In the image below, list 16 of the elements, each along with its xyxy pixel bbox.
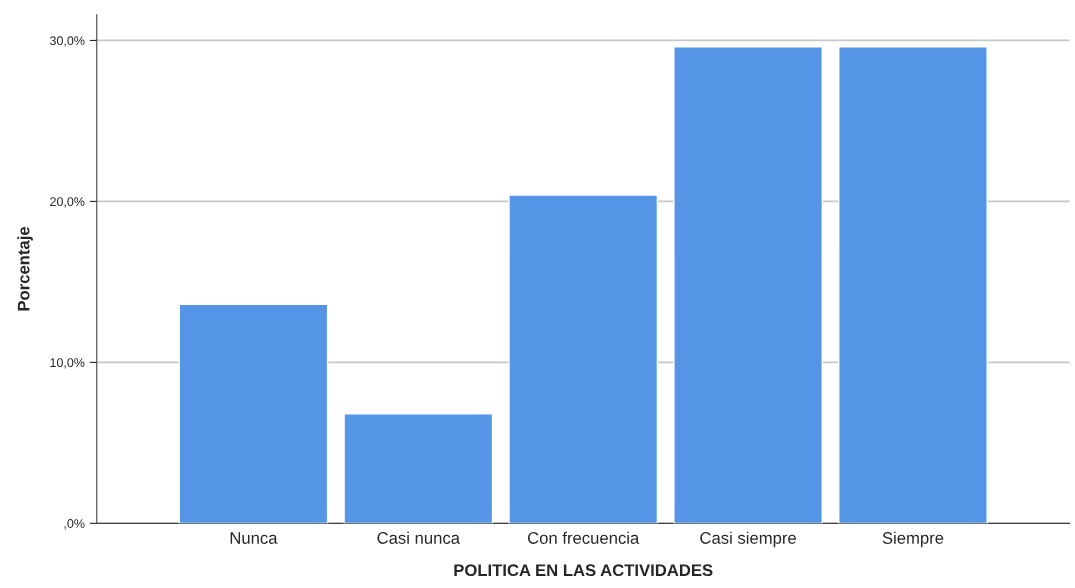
y-tick-label: 30,0%: [49, 36, 85, 47]
bar: [838, 46, 988, 524]
y-tick-label: ,0%: [64, 519, 85, 530]
x-tick-label: Casi siempre: [700, 531, 796, 548]
bar: [673, 46, 823, 524]
y-tick-label: 10,0%: [50, 358, 85, 369]
bar: [508, 194, 659, 524]
x-tick-label: Casi nunca: [377, 531, 460, 544]
bar: [178, 303, 329, 524]
bar: [343, 413, 494, 524]
x-tick-label: Con frecuencia: [527, 531, 640, 544]
y-axis-title: Porcentaje: [17, 226, 33, 311]
x-tick-label: Nunca: [230, 532, 278, 544]
y-tick-label: 20,0%: [50, 197, 85, 208]
x-axis-title: POLITICA EN LAS ACTIVIDADES: [454, 564, 713, 577]
x-tick-label: Siempre: [882, 531, 944, 548]
